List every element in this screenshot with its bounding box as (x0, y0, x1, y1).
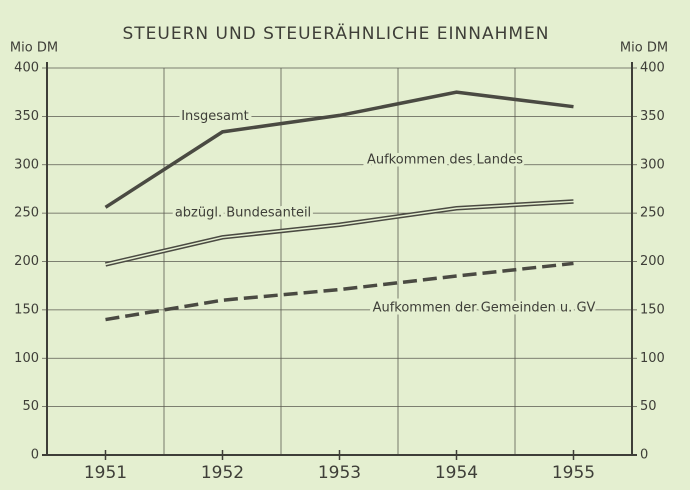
y-tick-label: 350 (14, 109, 39, 124)
x-tick-label: 1951 (84, 463, 127, 483)
y2-tick-label: 300 (640, 157, 665, 172)
y2-tick-label: 50 (640, 399, 657, 414)
y2-tick-label: 200 (640, 254, 665, 269)
series-label: Aufkommen des Landes (367, 152, 523, 167)
y2-tick-label: 400 (640, 61, 665, 76)
y2-tick-label: 250 (640, 206, 665, 221)
y-tick-label: 150 (14, 302, 39, 317)
y-tick-label: 100 (14, 351, 39, 366)
y-tick-label: 300 (14, 157, 39, 172)
y-tick-label: 200 (14, 254, 39, 269)
series-label: abzügl. Bundesanteil (175, 206, 311, 221)
series-line (104, 90, 574, 209)
series-line-inner (105, 200, 574, 266)
y-tick-label: 0 (31, 448, 39, 463)
y2-tick-label: 100 (640, 351, 665, 366)
y2-tick-label: 150 (640, 302, 665, 317)
y-axis-label: Mio DM (10, 41, 58, 56)
y-tick-label: 250 (14, 206, 39, 221)
y-tick-label: 50 (22, 399, 39, 414)
y2-axis-label: Mio DM (620, 41, 668, 56)
x-tick-label: 1955 (552, 463, 595, 483)
chart-title: STEUERN UND STEUERÄHNLICHE EINNAHMEN (122, 23, 549, 44)
y2-tick-label: 350 (640, 109, 665, 124)
x-tick-label: 1954 (435, 463, 478, 483)
x-tick-label: 1953 (318, 463, 361, 483)
y-tick-label: 400 (14, 61, 39, 76)
series-line (105, 261, 574, 322)
x-tick-label: 1952 (201, 463, 244, 483)
series-label: Insgesamt (181, 109, 249, 124)
y2-tick-label: 0 (640, 448, 648, 463)
series-label: Aufkommen der Gemeinden u. GV (373, 300, 596, 315)
